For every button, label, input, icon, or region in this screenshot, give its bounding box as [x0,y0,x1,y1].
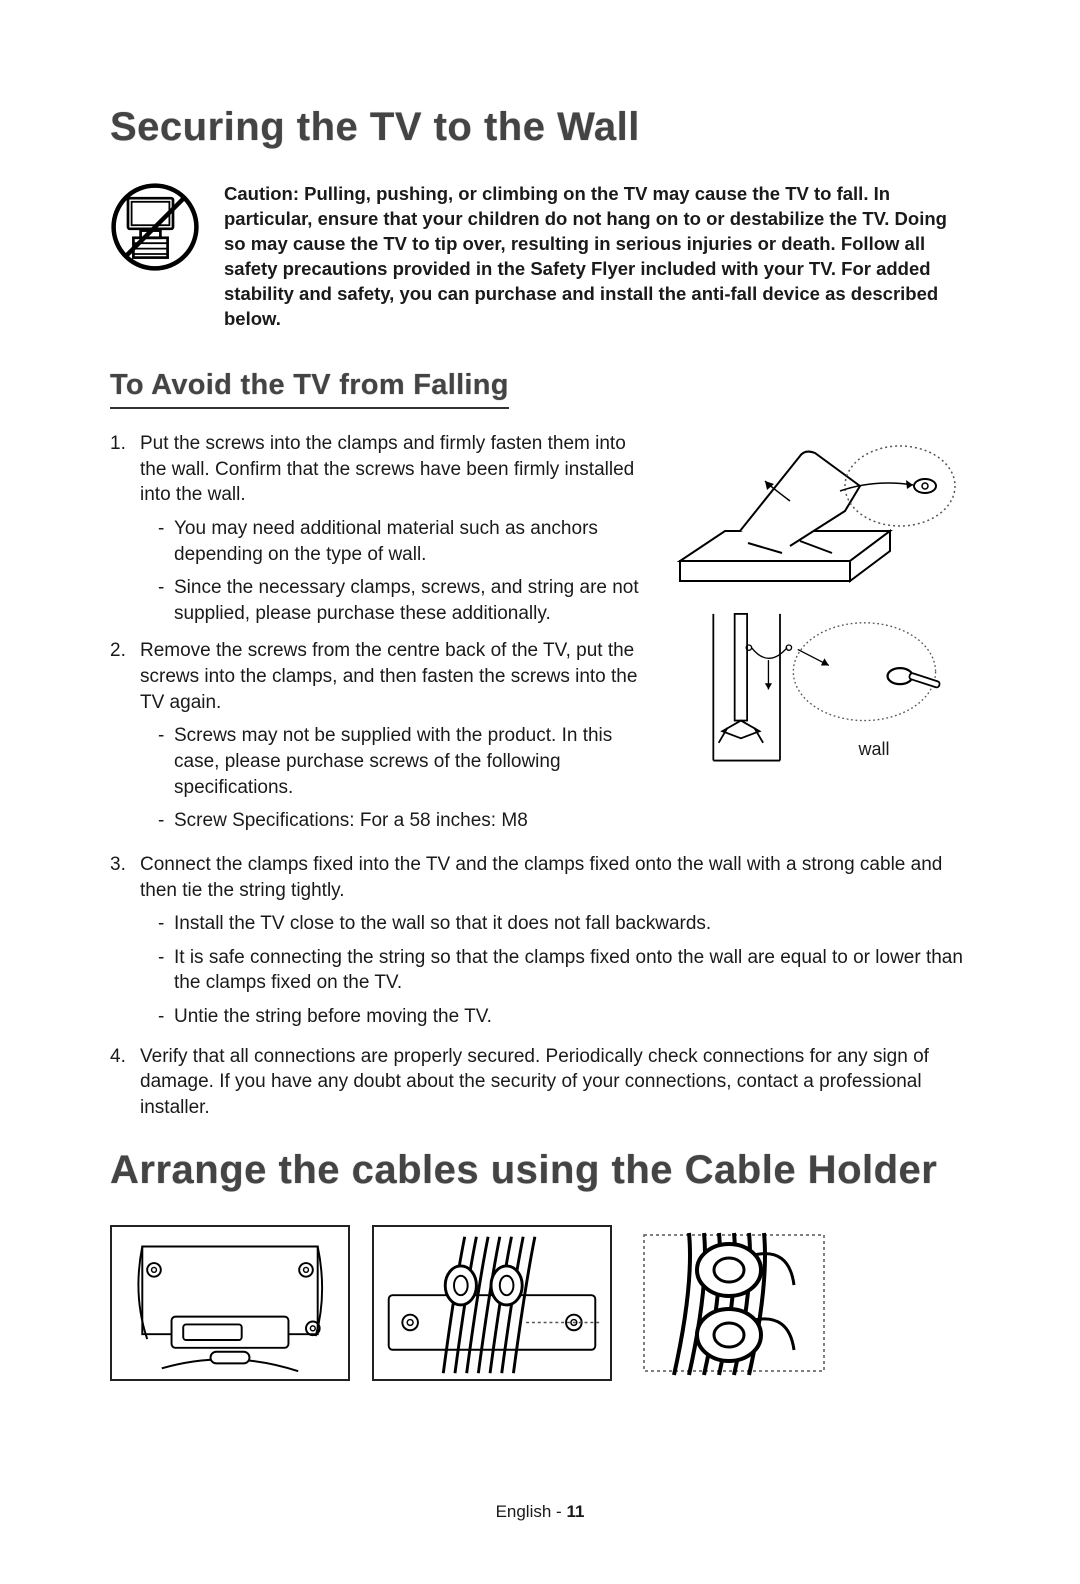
section-heading-avoid-falling: To Avoid the TV from Falling [110,366,509,409]
step-1: Put the screws into the clamps and firml… [110,431,642,626]
cable-illustration-1 [110,1225,350,1381]
footer-page-number: 11 [566,1502,584,1521]
instruction-list-top: Put the screws into the clamps and firml… [110,431,642,834]
instruction-list-bottom: Connect the clamps fixed into the TV and… [110,852,970,1121]
step-1-text: Put the screws into the clamps and firml… [140,433,634,505]
cable-illustration-row [110,1225,970,1381]
step-2-bullet-b: Screw Specifications: For a 58 inches: M… [158,808,642,834]
page-footer: English - 11 [110,1501,970,1524]
no-tip-tv-icon [110,182,200,272]
step-2-bullet-a: Screws may not be supplied with the prod… [158,723,642,800]
step-4: Verify that all connections are properly… [110,1044,970,1121]
footer-separator: - [551,1502,566,1521]
step-2-text: Remove the screws from the centre back o… [140,640,637,712]
illustration-tv-clamp [670,431,970,591]
cable-illustration-3 [634,1225,834,1381]
caution-text: Caution: Pulling, pushing, or climbing o… [224,182,970,332]
step-1-bullet-b: Since the necessary clamps, screws, and … [158,575,642,626]
step-3-bullet-a: Install the TV close to the wall so that… [158,911,970,937]
step-3-bullet-c: Untie the string before moving the TV. [158,1004,970,1030]
step-3: Connect the clamps fixed into the TV and… [110,852,970,1030]
step-3-text: Connect the clamps fixed into the TV and… [140,854,942,901]
step-1-bullet-a: You may need additional material such as… [158,516,642,567]
footer-language: English [496,1502,552,1521]
cable-illustration-2 [372,1225,612,1381]
step-3-bullet-b: It is safe connecting the string so that… [158,945,970,996]
caution-block: Caution: Pulling, pushing, or climbing o… [110,182,970,332]
wall-label: wall [670,737,970,761]
page-heading-1: Securing the TV to the Wall [110,100,970,154]
step-2: Remove the screws from the centre back o… [110,638,642,833]
page-heading-2: Arrange the cables using the Cable Holde… [110,1143,970,1197]
